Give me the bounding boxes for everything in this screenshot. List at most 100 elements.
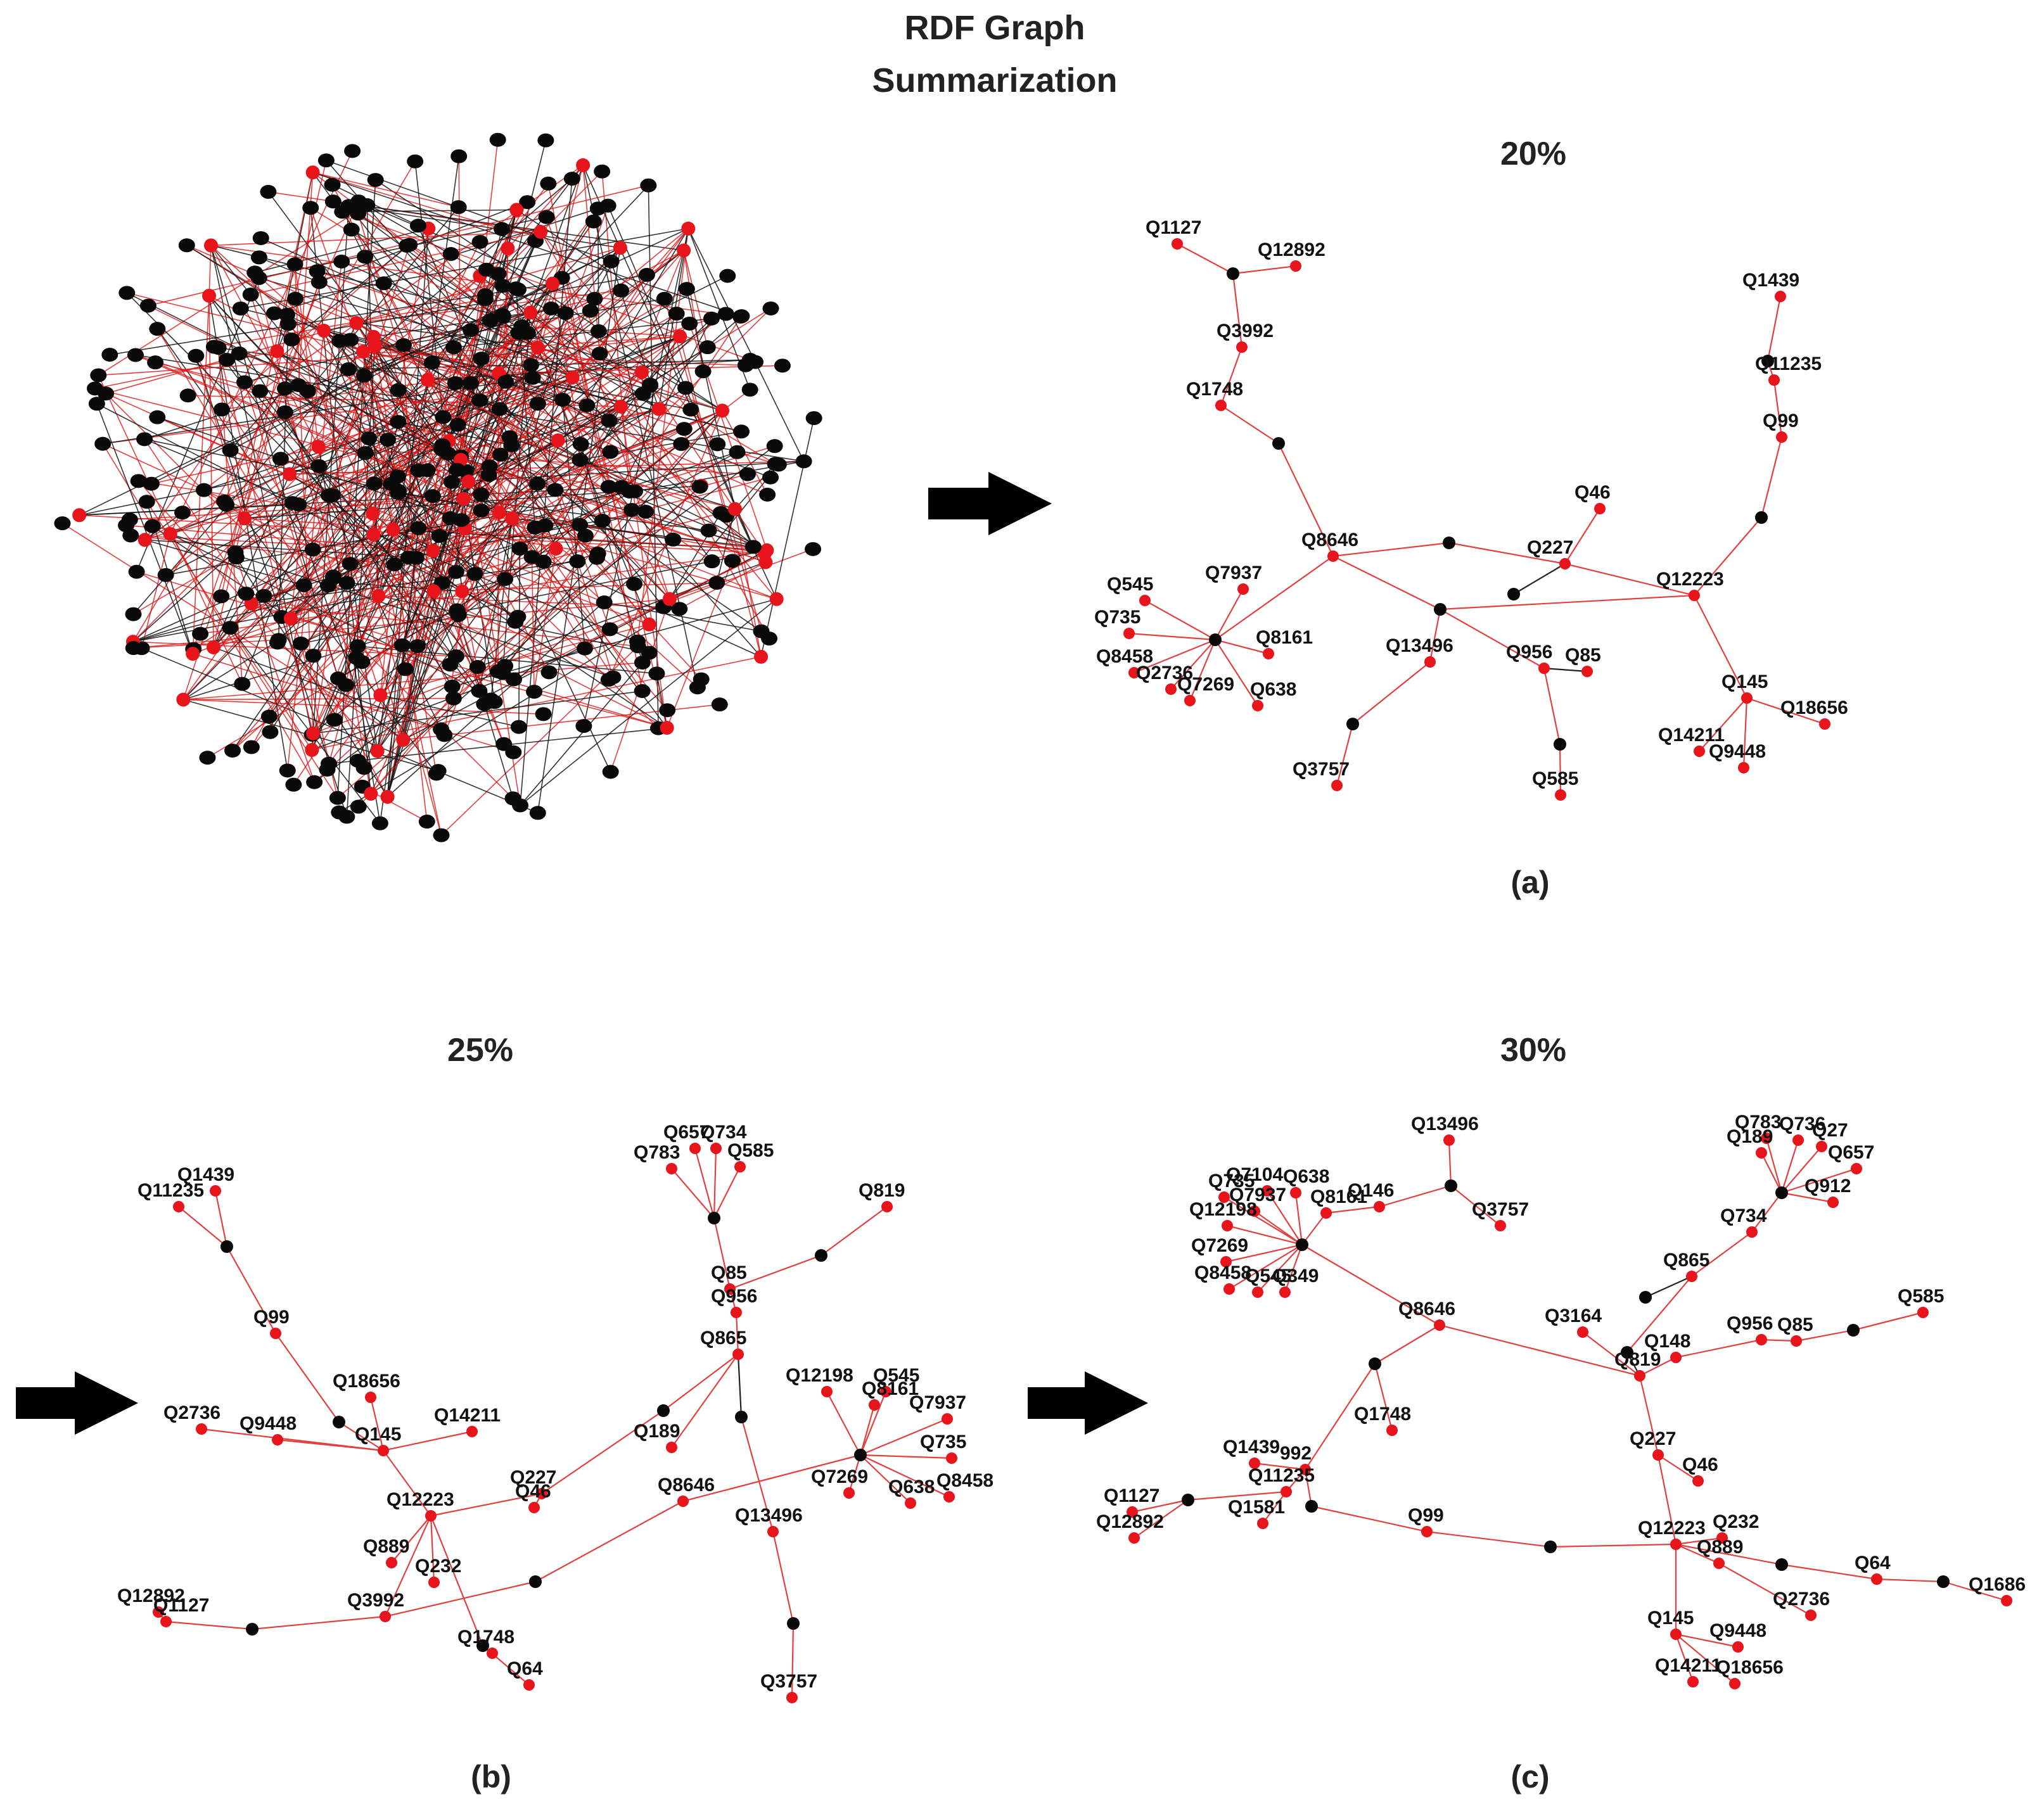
graph-c-edge bbox=[1657, 1454, 1677, 1545]
cluster-node-black bbox=[121, 512, 138, 527]
cluster-node-black bbox=[572, 453, 589, 467]
graph-a-edge bbox=[1742, 697, 1748, 768]
cluster-node-black bbox=[578, 398, 596, 412]
graph-a-hub-node bbox=[1554, 738, 1566, 751]
cluster-node-red bbox=[270, 344, 284, 359]
graph-a-hub-node bbox=[1272, 437, 1285, 450]
cluster-node-red bbox=[613, 399, 628, 414]
graph-b-hub-node bbox=[246, 1623, 259, 1636]
cluster-node-black bbox=[218, 497, 235, 512]
graph-c-node bbox=[1917, 1307, 1929, 1318]
cluster-node-red bbox=[202, 288, 217, 303]
cluster-node-black bbox=[401, 238, 418, 252]
cluster-node-black bbox=[596, 595, 613, 609]
cluster-node-black bbox=[340, 362, 357, 376]
panel-b-caption: (b) bbox=[471, 1759, 511, 1794]
cluster-node-black bbox=[90, 368, 107, 383]
graph-a-node-label: Q227 bbox=[1527, 537, 1573, 558]
cluster-node-red bbox=[203, 238, 218, 253]
graph-a-edge bbox=[1177, 243, 1234, 274]
graph-b-node bbox=[731, 1307, 742, 1318]
cluster-node-black bbox=[476, 697, 493, 711]
graph-c-edge bbox=[1374, 1363, 1393, 1431]
cluster-nodes bbox=[54, 132, 822, 842]
cluster-node-black bbox=[433, 722, 450, 737]
graph-b-node-label: Q735 bbox=[920, 1432, 966, 1452]
graph-c-node bbox=[1128, 1532, 1140, 1544]
graph-a-node-label: Q545 bbox=[1107, 574, 1153, 595]
cluster-node-black bbox=[409, 219, 426, 233]
graph-c-node bbox=[1300, 1464, 1311, 1475]
arrow-to-panel-c bbox=[1028, 1371, 1148, 1435]
graph-a-node-label: Q14211 bbox=[1658, 725, 1725, 746]
cluster-node-red bbox=[758, 555, 773, 569]
cluster-node-black bbox=[600, 480, 617, 494]
graph-c-node-label: Q889 bbox=[1697, 1537, 1743, 1558]
graph-c-node-label: Q145 bbox=[1647, 1608, 1694, 1629]
cluster-node-black bbox=[489, 132, 506, 147]
graph-a-edge bbox=[1559, 744, 1562, 796]
cluster-node-black bbox=[395, 338, 412, 352]
graph-b-edge bbox=[275, 1333, 340, 1423]
graph-b-node bbox=[946, 1452, 957, 1464]
graph-b-node bbox=[869, 1399, 880, 1411]
cluster-node-black bbox=[678, 282, 695, 296]
graph-c-node-label: Q189 bbox=[1727, 1126, 1773, 1147]
cluster-node-black bbox=[222, 621, 239, 635]
graph-c-node-label: Q8161 bbox=[1310, 1186, 1367, 1207]
cluster-node-black bbox=[98, 386, 115, 401]
cluster-node-black bbox=[524, 371, 541, 385]
cluster-node-black bbox=[497, 374, 514, 389]
graph-c-node-label: Q8646 bbox=[1398, 1299, 1455, 1319]
graph-c-edge bbox=[1227, 1224, 1303, 1246]
graph-c-node-label: Q27 bbox=[1812, 1120, 1848, 1141]
graph-c-hub-node bbox=[1847, 1324, 1860, 1337]
graph-c-node bbox=[1827, 1197, 1839, 1208]
graph-b-hub-node bbox=[529, 1575, 542, 1588]
graph-b-edge bbox=[165, 1620, 253, 1630]
graph-a-edge bbox=[1170, 639, 1216, 690]
graph-b-node bbox=[536, 1488, 547, 1499]
graph-a-edge bbox=[1232, 273, 1243, 348]
cluster-node-red bbox=[551, 433, 565, 448]
cluster-node-red bbox=[305, 742, 319, 757]
cluster-node-black bbox=[250, 270, 267, 285]
graph-c-node-label: Q9448 bbox=[1709, 1620, 1766, 1641]
graph-b-edge bbox=[859, 1391, 887, 1456]
graph-c-node bbox=[1279, 1286, 1291, 1298]
cluster-node-black bbox=[494, 222, 511, 236]
graph-c-edge bbox=[1853, 1311, 1924, 1331]
cluster-node-red bbox=[523, 305, 538, 320]
graph-c-node-label: Q585 bbox=[1898, 1286, 1944, 1307]
cluster-node-black bbox=[601, 622, 618, 637]
graph-c-node bbox=[1290, 1187, 1301, 1198]
cluster-node-black bbox=[130, 474, 147, 488]
cluster-node-red bbox=[396, 733, 411, 747]
cluster-node-black bbox=[572, 518, 589, 532]
graph-b-node bbox=[365, 1392, 376, 1403]
cluster-node-black bbox=[174, 505, 191, 520]
graph-a-node-label: Q3992 bbox=[1217, 321, 1274, 341]
graph-b-node bbox=[942, 1413, 953, 1425]
graph-c-node-label: Q819 bbox=[1614, 1349, 1661, 1370]
cluster-node-black bbox=[321, 756, 338, 771]
cluster-node-black bbox=[255, 588, 272, 603]
cluster-node-black bbox=[371, 816, 388, 830]
graph-b-node-label: Q232 bbox=[415, 1556, 461, 1577]
graph-b-node-label: Q13496 bbox=[735, 1505, 803, 1526]
graph-c-edge bbox=[1187, 1490, 1287, 1501]
graph-c-edge bbox=[1675, 1634, 1694, 1682]
graph-c-edge bbox=[1229, 1244, 1303, 1290]
graph-a-node bbox=[1139, 595, 1151, 606]
cluster-node-red bbox=[651, 402, 666, 416]
graph-a-edge bbox=[1215, 639, 1258, 706]
cluster-node-black bbox=[591, 346, 608, 361]
cluster-node-red bbox=[509, 203, 524, 217]
cluster-node-black bbox=[497, 572, 514, 587]
cluster-node-black bbox=[629, 634, 646, 649]
cluster-node-black bbox=[435, 410, 452, 424]
graph-b-node bbox=[380, 1611, 391, 1622]
graph-b-edge bbox=[729, 1254, 822, 1290]
graph-c-node-label: Q1748 bbox=[1354, 1404, 1411, 1425]
cluster-node-black bbox=[125, 607, 142, 621]
